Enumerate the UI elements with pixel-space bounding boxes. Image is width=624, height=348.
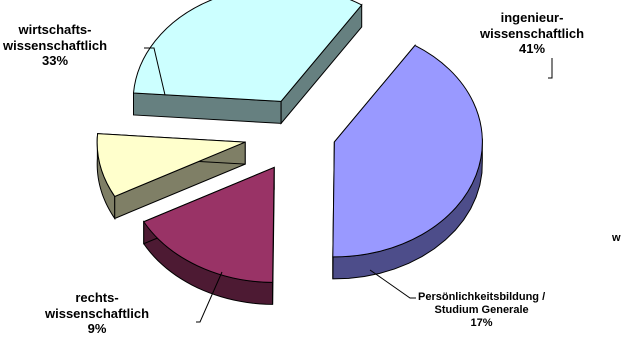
slice-percent: 17% xyxy=(470,317,493,330)
pie-slices xyxy=(96,0,483,305)
label-persoenlichkeitsbildung: Persönlichkeitsbildung / Studium General… xyxy=(418,291,545,331)
pie-slice xyxy=(142,166,275,305)
slice-top xyxy=(142,166,275,283)
slice-label-line: wissenschaftlich xyxy=(480,25,585,41)
leader-line xyxy=(196,271,223,323)
pie-slice xyxy=(96,133,246,221)
pie-slice xyxy=(132,0,363,125)
slice-percent: 41% xyxy=(519,41,546,57)
slice-label-line: wissenschaftlich xyxy=(3,37,108,53)
leader-lines xyxy=(144,47,553,323)
slice-label-line: Persönlichkeitsbildung / xyxy=(418,291,546,303)
slice-percent: 33% xyxy=(42,53,69,69)
slice-label-line: rechts- xyxy=(75,290,119,305)
label-ingenieurwissenschaftlich: ingenieur- wissenschaftlich 41% xyxy=(480,10,584,57)
leader-line xyxy=(548,58,553,79)
leader-line xyxy=(369,269,416,299)
slice-top xyxy=(96,133,246,198)
pie-slice xyxy=(332,44,483,280)
slice-label-line: Studium Generale xyxy=(434,304,529,317)
leader-line xyxy=(144,47,166,96)
label-wirtschaftswissenschaftlich: wirtschafts- wissenschaftlich 33% xyxy=(3,22,107,69)
label-rechtswissenschaftlich: rechts- wissenschaftlich 9% xyxy=(45,290,149,337)
slice-label-line: ingenieur- xyxy=(500,10,564,25)
partial-label: w xyxy=(612,232,621,245)
slice-label-line: wirtschafts- xyxy=(18,22,92,37)
slice-percent: 9% xyxy=(87,321,107,337)
slice-top xyxy=(332,44,483,258)
partial-label-text: w xyxy=(612,232,621,244)
slice-label-line: wissenschaftlich xyxy=(45,305,150,321)
slice-top xyxy=(132,0,363,102)
